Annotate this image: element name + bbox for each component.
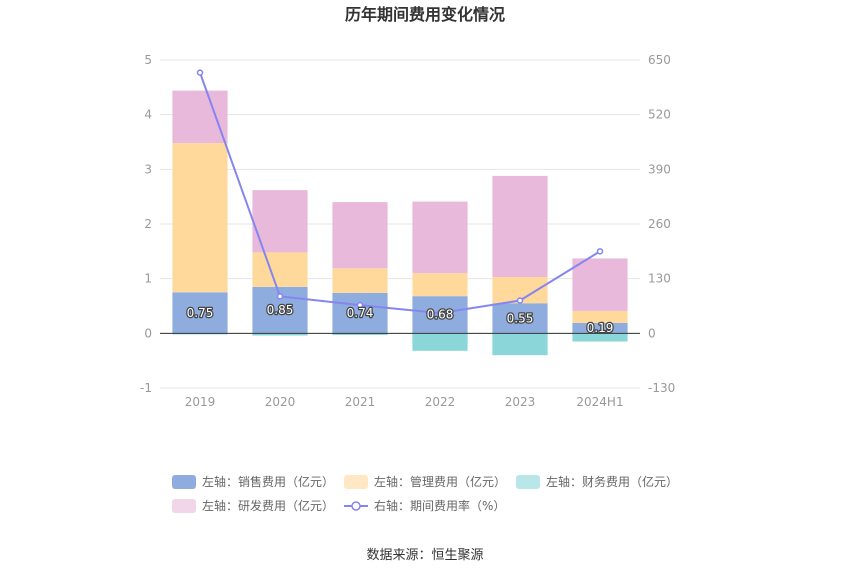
x-tick-label: 2024H1: [576, 395, 623, 409]
line-layer: [196, 69, 604, 317]
y-right-tick-label: 390: [648, 162, 671, 176]
rate-line: [199, 72, 601, 315]
rate-point: [196, 69, 204, 76]
legend-item: 左轴：研发费用（亿元）: [172, 498, 334, 513]
bar-segment: [252, 333, 308, 336]
grid-layer: [160, 59, 640, 389]
bar-segment: [332, 268, 388, 293]
x-tick-label: 2020: [265, 395, 296, 409]
legend-swatch: [516, 475, 540, 489]
data-label: 0.74: [347, 306, 374, 320]
x-tick-label: 2019: [185, 395, 216, 409]
bar-segment: [172, 90, 228, 144]
data-label: 0.19: [587, 321, 614, 335]
bar-segment: [172, 292, 228, 334]
y-left-tick-label: 0: [144, 326, 152, 340]
bar-segment: [572, 310, 628, 323]
bar-segment: [572, 333, 628, 342]
bar-segment: [172, 333, 228, 335]
bar-segment: [492, 175, 548, 278]
y-left-tick-label: 3: [144, 162, 152, 176]
data-label: 0.55: [507, 311, 534, 325]
rate-point: [436, 309, 444, 317]
legend-label: 左轴：管理费用（亿元）: [374, 474, 506, 489]
legend-item: 左轴：管理费用（亿元）: [344, 474, 506, 489]
data-source: 数据来源：恒生聚源: [366, 548, 483, 563]
y-right-tick-label: -130: [648, 381, 675, 395]
chart-title: 历年期间费用变化情况: [345, 5, 505, 24]
bar-segment: [412, 333, 468, 351]
y-right-tick-label: 0: [648, 326, 656, 340]
legend-item: 左轴：财务费用（亿元）: [516, 474, 678, 489]
rate-point: [276, 293, 284, 300]
legend-label: 左轴：销售费用（亿元）: [202, 474, 334, 489]
y-left-tick-label: 5: [144, 53, 152, 67]
bar-segment: [492, 303, 548, 334]
rate-point: [596, 248, 604, 255]
legend-item: 左轴：销售费用（亿元）: [172, 474, 334, 489]
x-tick-label: 2021: [345, 395, 376, 409]
bar-segment: [332, 202, 388, 269]
legend-label: 左轴：财务费用（亿元）: [546, 474, 678, 489]
legend-item: 右轴：期间费用率（%）: [344, 498, 505, 513]
bar-segment: [492, 333, 548, 356]
bar-segment: [332, 333, 388, 335]
bar-layer: [172, 90, 628, 356]
y-left-tick-label: 1: [144, 272, 152, 286]
rate-point: [516, 297, 524, 304]
data-label: 0.85: [267, 303, 294, 317]
x-tick-label: 2023: [505, 395, 536, 409]
legend-swatch: [172, 475, 196, 489]
axis-layer: -1 0 1 2 3 4 5 -130 0 130 260 390 520 650 2019 2020 2021…: [140, 53, 675, 409]
legend-label: 左轴：研发费用（亿元）: [202, 498, 334, 513]
legend-marker: [351, 501, 361, 511]
bar-segment: [572, 322, 628, 334]
legend: 左轴：销售费用（亿元） 左轴：管理费用（亿元） 左轴：财务费用（亿元） 左轴：研发费用…: [172, 474, 678, 513]
data-label: 0.75: [187, 306, 214, 320]
legend-swatch: [344, 475, 368, 489]
bar-segment: [172, 143, 228, 293]
y-left-tick-label: 4: [144, 108, 152, 122]
data-label: 0.68: [427, 308, 454, 322]
y-right-tick-label: 650: [648, 53, 671, 67]
y-left-tick-label: -1: [140, 381, 152, 395]
rate-point: [356, 301, 364, 309]
bar-segment: [412, 201, 468, 274]
bar-segment: [572, 258, 628, 311]
legend-label: 右轴：期间费用率（%）: [374, 498, 505, 513]
y-left-tick-label: 2: [144, 217, 152, 231]
label-layer: 0.75 0.85 0.74 0.68 0.55 0.19: [185, 302, 614, 337]
y-right-tick-label: 520: [648, 108, 671, 122]
bar-segment: [332, 292, 388, 334]
y-right-tick-label: 130: [648, 272, 671, 286]
x-tick-label: 2022: [425, 395, 456, 409]
legend-swatch: [172, 499, 196, 513]
bar-segment: [252, 252, 308, 287]
y-right-tick-label: 260: [648, 217, 671, 231]
bar-segment: [412, 273, 468, 297]
